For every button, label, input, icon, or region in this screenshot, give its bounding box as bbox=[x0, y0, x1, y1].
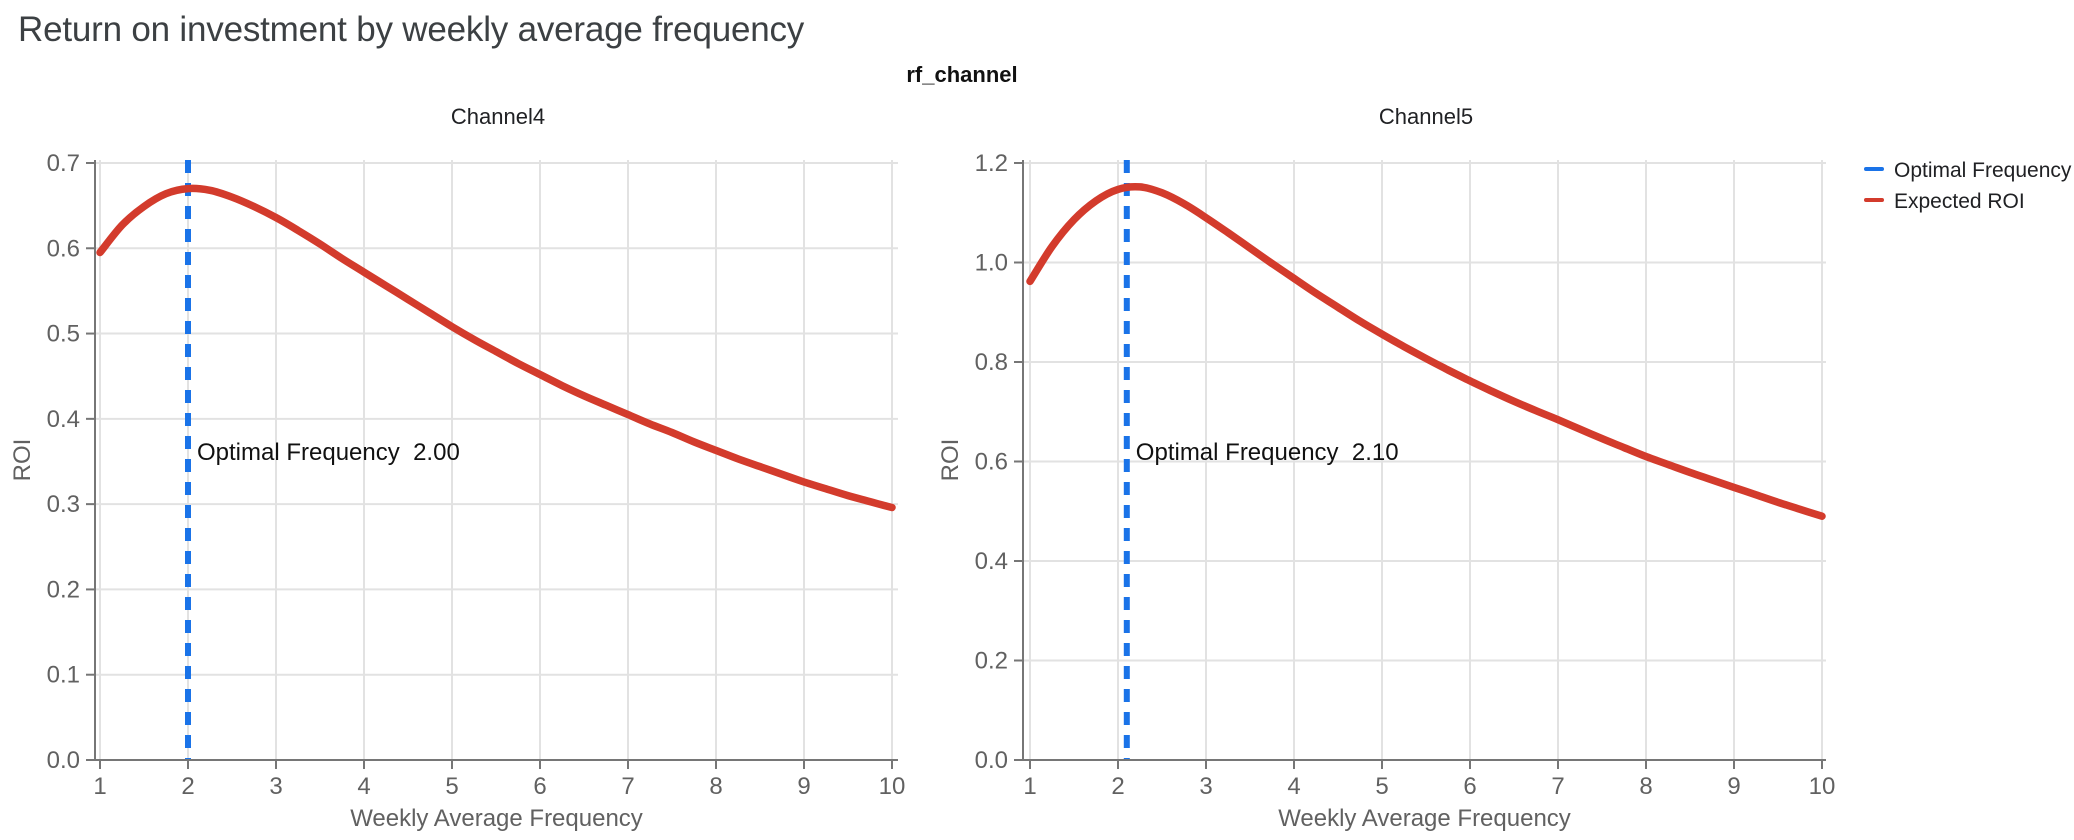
x-tick-label: 1 bbox=[1023, 773, 1036, 800]
annotation-optimal-frequency: Optimal Frequency 2.00 bbox=[197, 439, 460, 466]
expected-roi-curve bbox=[96, 184, 896, 512]
legend: Optimal Frequency Expected ROI bbox=[1864, 155, 2071, 217]
x-tick-label: 5 bbox=[1375, 773, 1388, 800]
x-tick-label: 2 bbox=[181, 773, 194, 800]
x-tick-label: 10 bbox=[1809, 773, 1836, 800]
expected-roi-curve bbox=[1026, 182, 1826, 520]
x-tick-label: 3 bbox=[1199, 773, 1212, 800]
x-tick-label: 7 bbox=[1551, 773, 1564, 800]
legend-line-swatch-red bbox=[1864, 198, 1884, 203]
y-tick-label: 0.6 bbox=[47, 235, 80, 262]
y-tick-label: 0.0 bbox=[975, 747, 1008, 774]
y-tick-label: 0.4 bbox=[47, 406, 80, 433]
x-tick-label: 8 bbox=[1639, 773, 1652, 800]
x-tick-label: 3 bbox=[269, 773, 282, 800]
x-axis-title: Weekly Average Frequency bbox=[350, 805, 643, 832]
x-tick-label: 4 bbox=[1287, 773, 1300, 800]
y-tick-label: 0.2 bbox=[47, 576, 80, 603]
x-tick-label: 2 bbox=[1111, 773, 1124, 800]
y-tick-label: 0.1 bbox=[47, 662, 80, 689]
y-tick-label: 0.2 bbox=[975, 647, 1008, 674]
subplot-title-channel4: Channel4 bbox=[450, 104, 546, 129]
y-tick-label: 0.4 bbox=[975, 548, 1008, 575]
x-tick-label: 10 bbox=[879, 773, 906, 800]
page-title: Return on investment by weekly average f… bbox=[18, 10, 805, 49]
x-tick-label: 6 bbox=[1463, 773, 1476, 800]
facet-title: rf_channel bbox=[906, 62, 1018, 87]
annotation-optimal-frequency: Optimal Frequency 2.10 bbox=[1136, 439, 1399, 466]
x-tick-label: 4 bbox=[357, 773, 370, 800]
y-axis-title: ROI bbox=[937, 439, 964, 482]
x-tick-label: 9 bbox=[1727, 773, 1740, 800]
legend-item-expected-roi[interactable]: Expected ROI bbox=[1864, 186, 2071, 217]
y-tick-label: 0.8 bbox=[975, 349, 1008, 376]
x-axis-title: Weekly Average Frequency bbox=[1278, 805, 1571, 832]
legend-label-optimal-frequency: Optimal Frequency bbox=[1894, 159, 2072, 182]
x-tick-label: 9 bbox=[797, 773, 810, 800]
legend-item-optimal-frequency[interactable]: Optimal Frequency bbox=[1864, 155, 2071, 186]
y-tick-label: 0.3 bbox=[47, 491, 80, 518]
subplot-title-channel5: Channel5 bbox=[1378, 104, 1474, 129]
y-tick-label: 1.2 bbox=[975, 150, 1008, 177]
y-tick-label: 0.7 bbox=[47, 150, 80, 177]
legend-line-swatch-blue bbox=[1864, 167, 1884, 172]
x-tick-label: 1 bbox=[93, 773, 106, 800]
x-tick-label: 7 bbox=[621, 773, 634, 800]
legend-label-expected-roi: Expected ROI bbox=[1894, 190, 2025, 213]
y-tick-label: 0.6 bbox=[975, 448, 1008, 475]
y-axis-title: ROI bbox=[9, 439, 36, 482]
x-tick-label: 8 bbox=[709, 773, 722, 800]
y-tick-label: 1.0 bbox=[975, 249, 1008, 276]
x-tick-label: 5 bbox=[445, 773, 458, 800]
x-tick-label: 6 bbox=[533, 773, 546, 800]
y-tick-label: 0.5 bbox=[47, 321, 80, 348]
y-tick-label: 0.0 bbox=[47, 747, 80, 774]
